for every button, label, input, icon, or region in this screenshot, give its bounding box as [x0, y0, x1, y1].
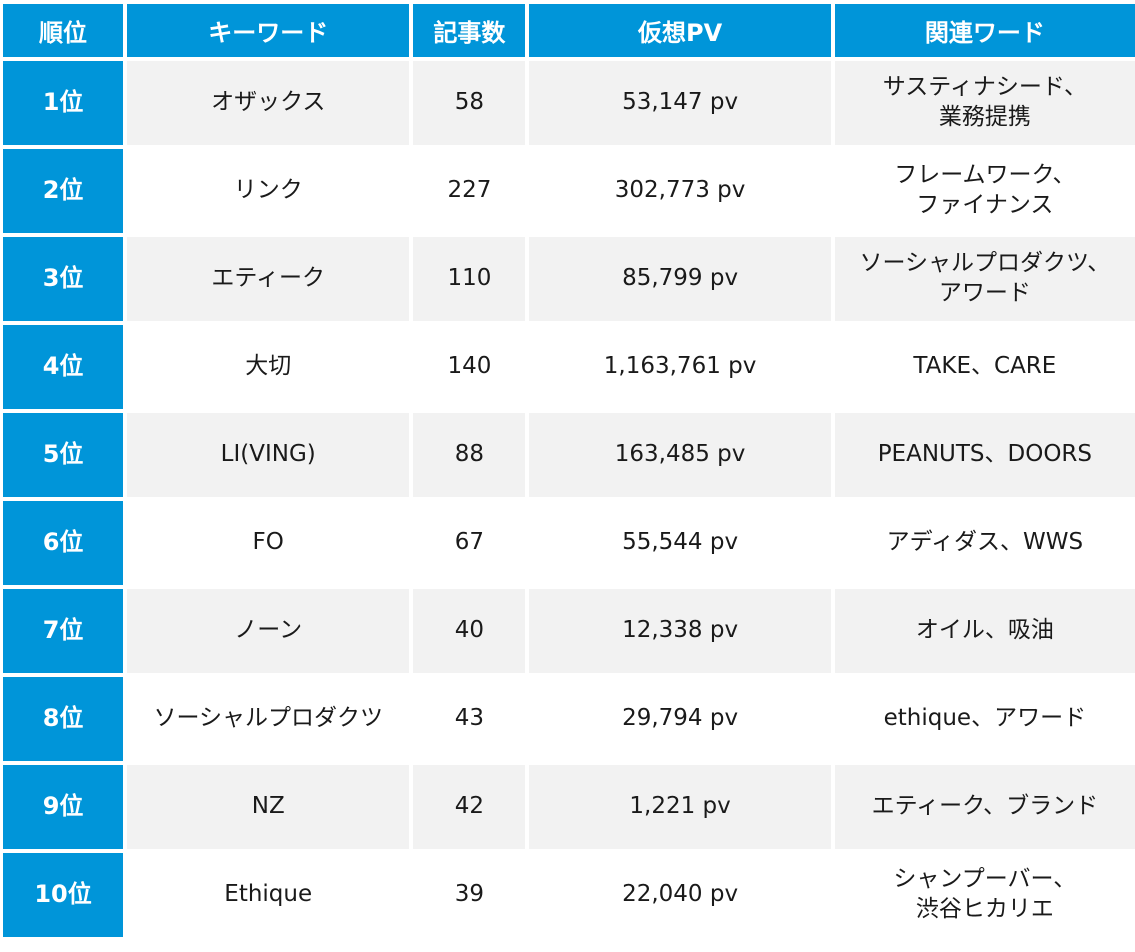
table-row: 6位 FO 67 55,544 pv アディダス、WWS: [3, 501, 1135, 585]
virtual-pv-cell: 302,773 pv: [529, 149, 831, 233]
header-related-words: 関連ワード: [834, 4, 1135, 57]
related-word-line: ethique、アワード: [883, 705, 1087, 732]
keyword-cell: リンク: [127, 149, 410, 233]
related-words-cell: PEANUTS、DOORS: [834, 413, 1135, 497]
table-body: 1位 オザックス 58 53,147 pv サスティナシード、 業務提携 2位 リンク 227 3…: [3, 61, 1135, 937]
virtual-pv-cell: 1,163,761 pv: [529, 325, 831, 409]
rank-cell: 6位: [3, 501, 124, 585]
rank-cell: 7位: [3, 589, 124, 673]
related-word-line: サスティナシード、: [882, 74, 1087, 101]
related-words-cell: エティーク、ブランド: [834, 765, 1135, 849]
virtual-pv-cell: 22,040 pv: [529, 853, 831, 937]
table-row: 2位 リンク 227 302,773 pv フレームワーク、 ファイナンス: [3, 149, 1135, 233]
related-word-line: TAKE、CARE: [913, 353, 1057, 380]
related-word-line: フレームワーク、: [894, 162, 1076, 189]
table-row: 3位 エティーク 110 85,799 pv ソーシャルプロダクツ、 アワード: [3, 237, 1135, 321]
rank-cell: 2位: [3, 149, 124, 233]
related-word-line: オイル、吸油: [915, 617, 1054, 644]
keyword-cell: FO: [127, 501, 410, 585]
keyword-cell: ノーン: [127, 589, 410, 673]
article-count-cell: 39: [413, 853, 526, 937]
keyword-cell: 大切: [127, 325, 410, 409]
keyword-cell: ソーシャルプロダクツ: [127, 677, 410, 761]
article-count-cell: 58: [413, 61, 526, 145]
table-header: 順位 キーワード 記事数 仮想PV 関連ワード: [3, 4, 1135, 57]
related-word-line: アディダス、WWS: [886, 529, 1084, 556]
article-count-cell: 40: [413, 589, 526, 673]
table-row: 1位 オザックス 58 53,147 pv サスティナシード、 業務提携: [3, 61, 1135, 145]
virtual-pv-cell: 85,799 pv: [529, 237, 831, 321]
related-words-cell: オイル、吸油: [834, 589, 1135, 673]
keyword-cell: NZ: [127, 765, 410, 849]
related-words-cell: ソーシャルプロダクツ、 アワード: [834, 237, 1135, 321]
header-rank: 順位: [3, 4, 124, 57]
rank-cell: 4位: [3, 325, 124, 409]
header-keyword: キーワード: [127, 4, 410, 57]
keyword-cell: Ethique: [127, 853, 410, 937]
article-count-cell: 43: [413, 677, 526, 761]
keyword-cell: LI(VING): [127, 413, 410, 497]
related-words-cell: アディダス、WWS: [834, 501, 1135, 585]
related-words-cell: シャンプーバー、 渋谷ヒカリエ: [834, 853, 1135, 937]
table-row: 7位 ノーン 40 12,338 pv オイル、吸油: [3, 589, 1135, 673]
header-virtual-pv: 仮想PV: [529, 4, 831, 57]
related-words-cell: サスティナシード、 業務提携: [834, 61, 1135, 145]
rank-cell: 5位: [3, 413, 124, 497]
header-article-count: 記事数: [413, 4, 526, 57]
related-words-cell: TAKE、CARE: [834, 325, 1135, 409]
virtual-pv-cell: 29,794 pv: [529, 677, 831, 761]
article-count-cell: 110: [413, 237, 526, 321]
related-word-line: PEANUTS、DOORS: [877, 441, 1093, 468]
related-word-line: シャンプーバー、: [893, 866, 1077, 893]
virtual-pv-cell: 163,485 pv: [529, 413, 831, 497]
related-word-line: 渋谷ヒカリエ: [915, 896, 1054, 922]
related-words-cell: フレームワーク、 ファイナンス: [834, 149, 1135, 233]
virtual-pv-cell: 12,338 pv: [529, 589, 831, 673]
rank-cell: 1位: [3, 61, 124, 145]
table-row: 4位 大切 140 1,163,761 pv TAKE、CARE: [3, 325, 1135, 409]
article-count-cell: 140: [413, 325, 526, 409]
related-word-line: ファイナンス: [916, 192, 1054, 218]
table-row: 10位 Ethique 39 22,040 pv シャンプーバー、 渋谷ヒカリエ: [3, 853, 1135, 937]
header-row: 順位 キーワード 記事数 仮想PV 関連ワード: [3, 4, 1135, 57]
keyword-cell: エティーク: [127, 237, 410, 321]
rank-cell: 3位: [3, 237, 124, 321]
keyword-cell: オザックス: [127, 61, 410, 145]
article-count-cell: 88: [413, 413, 526, 497]
virtual-pv-cell: 55,544 pv: [529, 501, 831, 585]
table-row: 5位 LI(VING) 88 163,485 pv PEANUTS、DOORS: [3, 413, 1135, 497]
virtual-pv-cell: 1,221 pv: [529, 765, 831, 849]
table-row: 9位 NZ 42 1,221 pv エティーク、ブランド: [3, 765, 1135, 849]
article-count-cell: 227: [413, 149, 526, 233]
related-words-cell: ethique、アワード: [834, 677, 1135, 761]
related-word-line: アワード: [938, 280, 1031, 306]
rank-cell: 9位: [3, 765, 124, 849]
table-row: 8位 ソーシャルプロダクツ 43 29,794 pv ethique、アワード: [3, 677, 1135, 761]
rank-cell: 10位: [3, 853, 124, 937]
related-word-line: ソーシャルプロダクツ、: [859, 250, 1111, 277]
related-word-line: 業務提携: [938, 104, 1031, 130]
virtual-pv-cell: 53,147 pv: [529, 61, 831, 145]
article-count-cell: 67: [413, 501, 526, 585]
related-word-line: エティーク、ブランド: [871, 793, 1099, 820]
rank-cell: 8位: [3, 677, 124, 761]
article-count-cell: 42: [413, 765, 526, 849]
